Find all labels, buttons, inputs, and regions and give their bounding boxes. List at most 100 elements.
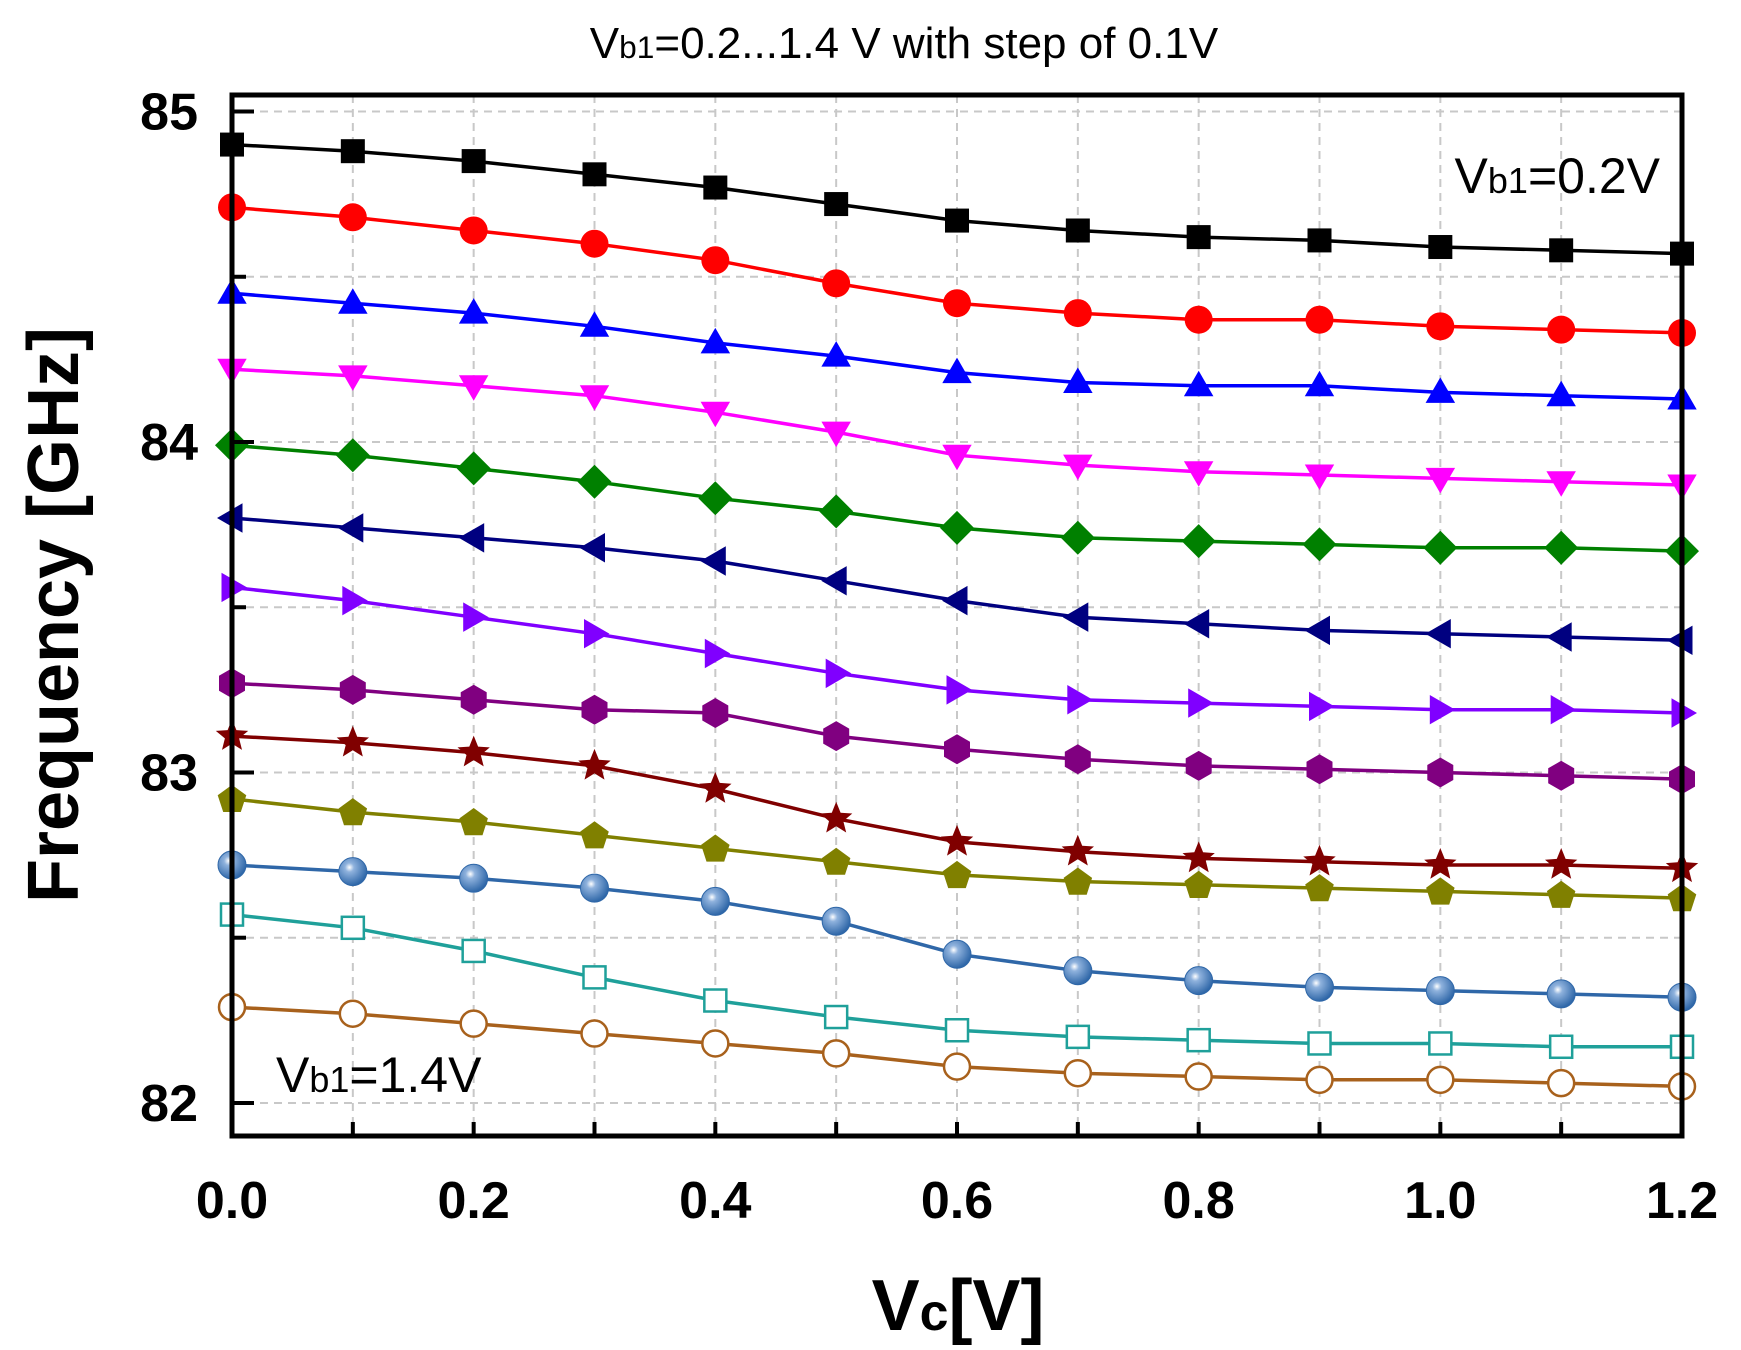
series-7-point-3	[581, 694, 608, 725]
y-tick-label-2: 84	[140, 414, 198, 472]
series-4-point-5	[819, 494, 854, 529]
series-10-point-11	[1546, 979, 1576, 1009]
series-1-point-3	[580, 229, 609, 258]
series-9-point-3	[580, 821, 609, 849]
series-12-point-7	[1063, 1058, 1093, 1088]
series-7-point-2	[460, 684, 487, 715]
series-5-point-5	[821, 566, 847, 596]
series-2-point-1	[338, 288, 368, 314]
series-12-point-8	[1184, 1062, 1213, 1091]
series-4-point-6	[940, 510, 974, 545]
series-1-point-2	[459, 216, 488, 245]
series-8-point-8	[1182, 841, 1215, 873]
series-6-point-6	[946, 675, 972, 705]
series-0-point-3	[582, 162, 607, 187]
series-10-point-7	[1063, 956, 1093, 986]
series-9-point-6	[942, 860, 972, 889]
series-11-point-1	[340, 915, 366, 941]
series-6-point-11	[1550, 695, 1577, 725]
series-1-point-7	[1063, 299, 1092, 328]
series-11-point-10	[1428, 1031, 1453, 1056]
series-3-point-7	[1063, 454, 1093, 481]
series-3-point-11	[1546, 471, 1576, 497]
series-markers	[215, 132, 1699, 1101]
series-9-point-7	[1063, 867, 1093, 895]
series-12-point-1	[338, 999, 368, 1028]
series-0-point-11	[1549, 238, 1574, 263]
series-7-point-8	[1185, 750, 1212, 781]
series-5-point-7	[1062, 602, 1089, 632]
series-9-point-8	[1184, 870, 1213, 898]
series-11-point-4	[703, 988, 728, 1013]
series-9-point-9	[1305, 874, 1334, 902]
series-6-point-4	[704, 638, 731, 669]
y-tick-label-0: 82	[140, 1075, 198, 1133]
y-tick-label-1: 83	[140, 744, 198, 802]
series-9-point-10	[1426, 877, 1455, 905]
series-2-point-4	[700, 327, 731, 354]
series-12-point-6	[942, 1052, 972, 1081]
series-12-point-4	[701, 1029, 730, 1058]
series-6-point-10	[1429, 695, 1456, 725]
series-5-point-3	[579, 533, 605, 563]
series-10-point-8	[1184, 966, 1214, 996]
series-2-point-11	[1546, 380, 1576, 407]
series-7-point-11	[1548, 760, 1575, 791]
series-1-point-11	[1547, 315, 1576, 344]
series-8-point-5	[820, 801, 853, 833]
series-1-point-6	[943, 289, 971, 318]
series-10-point-9	[1305, 972, 1334, 1002]
x-tick-label-2: 0.4	[679, 1172, 751, 1230]
series-12-point-2	[459, 1009, 488, 1038]
series-8-point-4	[699, 772, 732, 803]
series-9-point-5	[821, 847, 851, 875]
series-8-point-9	[1303, 844, 1336, 876]
series-4-point-11	[1544, 530, 1579, 565]
series-10-point-5	[821, 906, 851, 936]
series-10-point-4	[700, 886, 730, 916]
series-10-point-2	[459, 863, 489, 893]
series-7-point-1	[339, 674, 366, 705]
series-12-point-5	[821, 1039, 851, 1068]
series-12-point-3	[580, 1019, 609, 1048]
series-5-point-2	[458, 523, 485, 553]
series-11-point-2	[461, 938, 486, 964]
series-8-point-6	[940, 824, 974, 856]
series-10-point-10	[1425, 976, 1455, 1006]
series-7-point-9	[1306, 754, 1333, 785]
series-6-point-5	[825, 658, 852, 689]
series-8-point-10	[1424, 848, 1457, 879]
series-2-point-10	[1425, 377, 1456, 403]
series-4-point-2	[456, 451, 491, 486]
series-5-point-1	[337, 513, 364, 543]
series-9-point-11	[1546, 880, 1576, 908]
series-7-point-10	[1427, 757, 1454, 788]
series-12-point-10	[1426, 1065, 1455, 1095]
series-3-point-3	[579, 385, 610, 411]
series-5-point-11	[1546, 622, 1572, 652]
series-4-point-10	[1423, 530, 1458, 565]
series-8-point-11	[1545, 848, 1578, 879]
series-6-point-9	[1309, 691, 1335, 722]
series-3-point-6	[942, 444, 972, 471]
series-1-point-9	[1305, 305, 1334, 334]
y-tick-label-3: 85	[140, 84, 198, 142]
series-2-point-2	[458, 298, 489, 324]
series-11-point-9	[1307, 1031, 1332, 1056]
x-tick-label-0: 0.0	[196, 1172, 268, 1230]
x-tick-label-4: 0.8	[1163, 1172, 1235, 1230]
series-0-point-8	[1186, 225, 1211, 250]
series-0-point-5	[824, 192, 849, 217]
tick-labels: 0.0 0.2 0.4 0.6 0.8 1.0 1.2 82 83 84 85	[140, 84, 1718, 1230]
series-4-point-4	[698, 481, 733, 516]
series-6-point-1	[342, 585, 368, 616]
series-8-point-3	[578, 748, 611, 780]
series-3-point-9	[1304, 464, 1335, 490]
series-4-point-1	[335, 438, 370, 473]
axis-ticks	[230, 109, 1684, 1136]
x-tick-label-1: 0.2	[438, 1172, 510, 1230]
series-2-point-9	[1304, 370, 1335, 397]
annotation-top: Vb1=0.2V	[1455, 148, 1661, 204]
series-7-point-6	[944, 734, 970, 765]
series-3-point-5	[821, 421, 851, 448]
